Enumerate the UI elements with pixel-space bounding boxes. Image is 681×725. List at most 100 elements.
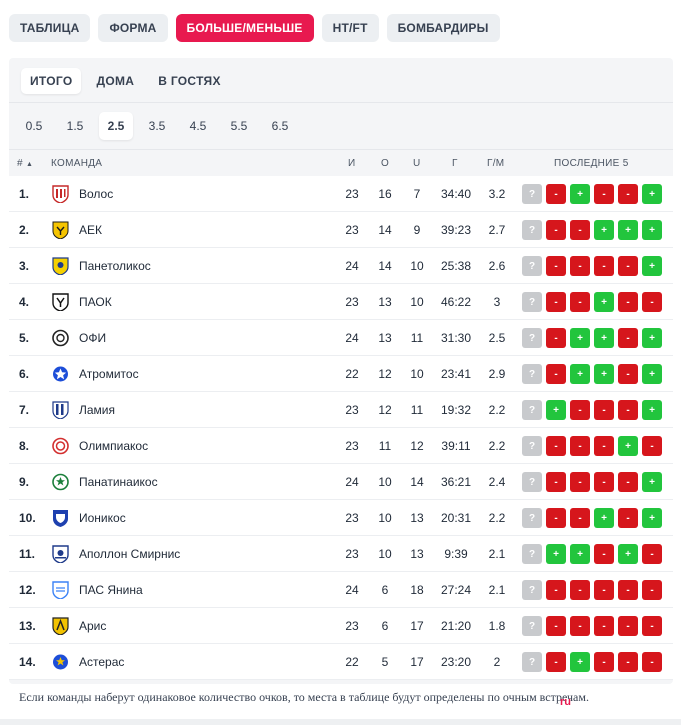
form-badge[interactable]: + <box>642 508 662 528</box>
form-badge[interactable]: - <box>618 184 638 204</box>
form-badge[interactable]: - <box>618 400 638 420</box>
form-badge[interactable]: - <box>594 580 614 600</box>
form-badge[interactable]: ? <box>522 508 542 528</box>
form-badge[interactable]: - <box>546 436 566 456</box>
form-badge[interactable]: - <box>594 256 614 276</box>
form-badge[interactable]: - <box>570 472 590 492</box>
form-badge[interactable]: - <box>570 616 590 636</box>
form-badge[interactable]: - <box>594 544 614 564</box>
team-name[interactable]: Панатинаикос <box>79 475 158 489</box>
team-name[interactable]: ПАС Янина <box>79 583 143 597</box>
filter-1[interactable]: ДОМА <box>96 74 135 88</box>
form-badge[interactable]: - <box>546 364 566 384</box>
form-badge[interactable]: + <box>546 400 566 420</box>
form-badge[interactable]: + <box>642 472 662 492</box>
form-badge[interactable]: + <box>618 436 638 456</box>
header-i[interactable]: И <box>348 158 356 169</box>
form-badge[interactable]: + <box>642 184 662 204</box>
tab-4[interactable]: БОМБАРДИРЫ <box>386 14 500 42</box>
total-option-3[interactable]: 3.5 <box>148 119 166 133</box>
form-badge[interactable]: - <box>618 508 638 528</box>
header-team[interactable]: КОМАНДА <box>51 158 103 169</box>
form-badge[interactable]: - <box>570 220 590 240</box>
form-badge[interactable]: + <box>570 544 590 564</box>
form-badge[interactable]: - <box>618 328 638 348</box>
form-badge[interactable]: - <box>546 184 566 204</box>
team-name[interactable]: Арис <box>79 619 107 633</box>
team-name[interactable]: Астерас <box>79 655 125 669</box>
table-row[interactable]: 7. Ламия 23 12 11 19:32 2.2? + - - - + <box>9 392 673 428</box>
form-badge[interactable]: + <box>570 652 590 672</box>
form-badge[interactable]: - <box>618 580 638 600</box>
form-badge[interactable]: + <box>642 256 662 276</box>
header-u[interactable]: U <box>413 158 421 169</box>
form-badge[interactable]: - <box>618 472 638 492</box>
form-badge[interactable]: - <box>618 364 638 384</box>
form-badge[interactable]: - <box>546 292 566 312</box>
form-badge[interactable]: ? <box>522 544 542 564</box>
form-badge[interactable]: - <box>546 652 566 672</box>
form-badge[interactable]: ? <box>522 292 542 312</box>
form-badge[interactable]: - <box>570 256 590 276</box>
form-badge[interactable]: ? <box>522 364 542 384</box>
form-badge[interactable]: - <box>570 508 590 528</box>
team-name[interactable]: Волос <box>79 187 114 201</box>
form-badge[interactable]: + <box>642 400 662 420</box>
form-badge[interactable]: - <box>570 292 590 312</box>
form-badge[interactable]: ? <box>522 436 542 456</box>
table-row[interactable]: 8. Олимпиакос 23 11 12 39:11 2.2? - - - + - <box>9 428 673 464</box>
table-row[interactable]: 11. Аполлон Смирнис 23 10 13 9:39 2.1? + + - + - <box>9 536 673 572</box>
table-row[interactable]: 4. ПАОК 23 13 10 46:22 3? - - + - - <box>9 284 673 320</box>
form-badge[interactable]: ? <box>522 652 542 672</box>
team-name[interactable]: Атромитос <box>79 367 139 381</box>
form-badge[interactable]: + <box>642 364 662 384</box>
form-badge[interactable]: + <box>570 364 590 384</box>
form-badge[interactable]: - <box>642 580 662 600</box>
form-badge[interactable]: - <box>594 616 614 636</box>
form-badge[interactable]: - <box>642 544 662 564</box>
form-badge[interactable]: + <box>618 544 638 564</box>
form-badge[interactable]: - <box>570 436 590 456</box>
team-name[interactable]: ОФИ <box>79 331 107 345</box>
form-badge[interactable]: + <box>618 220 638 240</box>
tab-1[interactable]: ФОРМА <box>98 14 168 42</box>
form-badge[interactable]: - <box>618 616 638 636</box>
team-name[interactable]: Ламия <box>79 403 115 417</box>
table-row[interactable]: 9. Панатинаикос 24 10 14 36:21 2.4? - - - - + <box>9 464 673 500</box>
table-row[interactable]: 6. Атромитос 22 12 10 23:41 2.9? - + + - + <box>9 356 673 392</box>
form-badge[interactable]: - <box>546 472 566 492</box>
form-badge[interactable]: + <box>570 328 590 348</box>
form-badge[interactable]: - <box>570 580 590 600</box>
total-option-1[interactable]: 1.5 <box>66 119 84 133</box>
team-name[interactable]: ПАОК <box>79 295 112 309</box>
form-badge[interactable]: - <box>642 292 662 312</box>
form-badge[interactable]: - <box>546 508 566 528</box>
form-badge[interactable]: - <box>546 220 566 240</box>
team-name[interactable]: Панетоликос <box>79 259 151 273</box>
form-badge[interactable]: ? <box>522 400 542 420</box>
form-badge[interactable]: + <box>546 544 566 564</box>
tab-0[interactable]: ТАБЛИЦА <box>9 14 91 42</box>
form-badge[interactable]: - <box>594 472 614 492</box>
form-badge[interactable]: - <box>546 616 566 636</box>
total-option-4[interactable]: 4.5 <box>189 119 207 133</box>
form-badge[interactable]: + <box>594 292 614 312</box>
form-badge[interactable]: ? <box>522 580 542 600</box>
form-badge[interactable]: + <box>594 220 614 240</box>
team-name[interactable]: Олимпиакос <box>79 439 149 453</box>
form-badge[interactable]: + <box>594 508 614 528</box>
table-row[interactable]: 3. Панетоликос 24 14 10 25:38 2.6? - - - - + <box>9 248 673 284</box>
table-row[interactable]: 14. Астерас 22 5 17 23:20 2? - + - - - <box>9 644 673 680</box>
team-name[interactable]: Аполлон Смирнис <box>79 547 181 561</box>
filter-2[interactable]: В ГОСТЯХ <box>158 74 221 88</box>
table-row[interactable]: 12. ПАС Янина 24 6 18 27:24 2.1? - - - - - <box>9 572 673 608</box>
table-row[interactable]: 10. Ионикос 23 10 13 20:31 2.2? - - + - + <box>9 500 673 536</box>
form-badge[interactable]: - <box>594 184 614 204</box>
form-badge[interactable]: - <box>594 436 614 456</box>
form-badge[interactable]: ? <box>522 220 542 240</box>
total-option-5[interactable]: 5.5 <box>230 119 248 133</box>
header-o[interactable]: O <box>381 158 390 169</box>
table-row[interactable]: 1. Волос 23 16 7 34:40 3.2? - + - - + <box>9 176 673 212</box>
form-badge[interactable]: - <box>618 652 638 672</box>
form-badge[interactable]: + <box>642 220 662 240</box>
